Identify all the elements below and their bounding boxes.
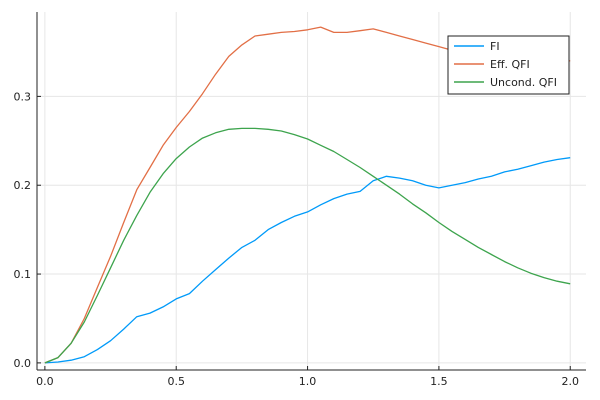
y-tick-label: 0.1 [14,268,32,281]
axes [36,12,586,371]
legend-label-eff-qfi: Eff. QFI [490,58,530,71]
x-tick-label: 1.5 [430,375,448,388]
grid-lines [37,12,586,370]
y-tick-label: 0.3 [14,90,32,103]
x-tick-label: 0.5 [167,375,185,388]
x-tick-label: 0.0 [36,375,54,388]
tick-labels: 0.0 0.5 1.0 1.5 2.0 0.0 0.1 0.2 0.3 [14,90,579,388]
legend-label-uncond-qfi: Uncond. QFI [490,76,557,89]
legend-label-fi: FI [490,40,500,53]
tick-marks [37,95,571,370]
y-tick-label: 0.0 [14,357,32,370]
legend: FI Eff. QFI Uncond. QFI [447,35,570,95]
series-line-fi [44,157,571,364]
x-tick-label: 2.0 [561,375,579,388]
y-tick-label: 0.2 [14,179,32,192]
series-line-uncond-qfi [44,127,571,364]
x-tick-label: 1.0 [299,375,317,388]
